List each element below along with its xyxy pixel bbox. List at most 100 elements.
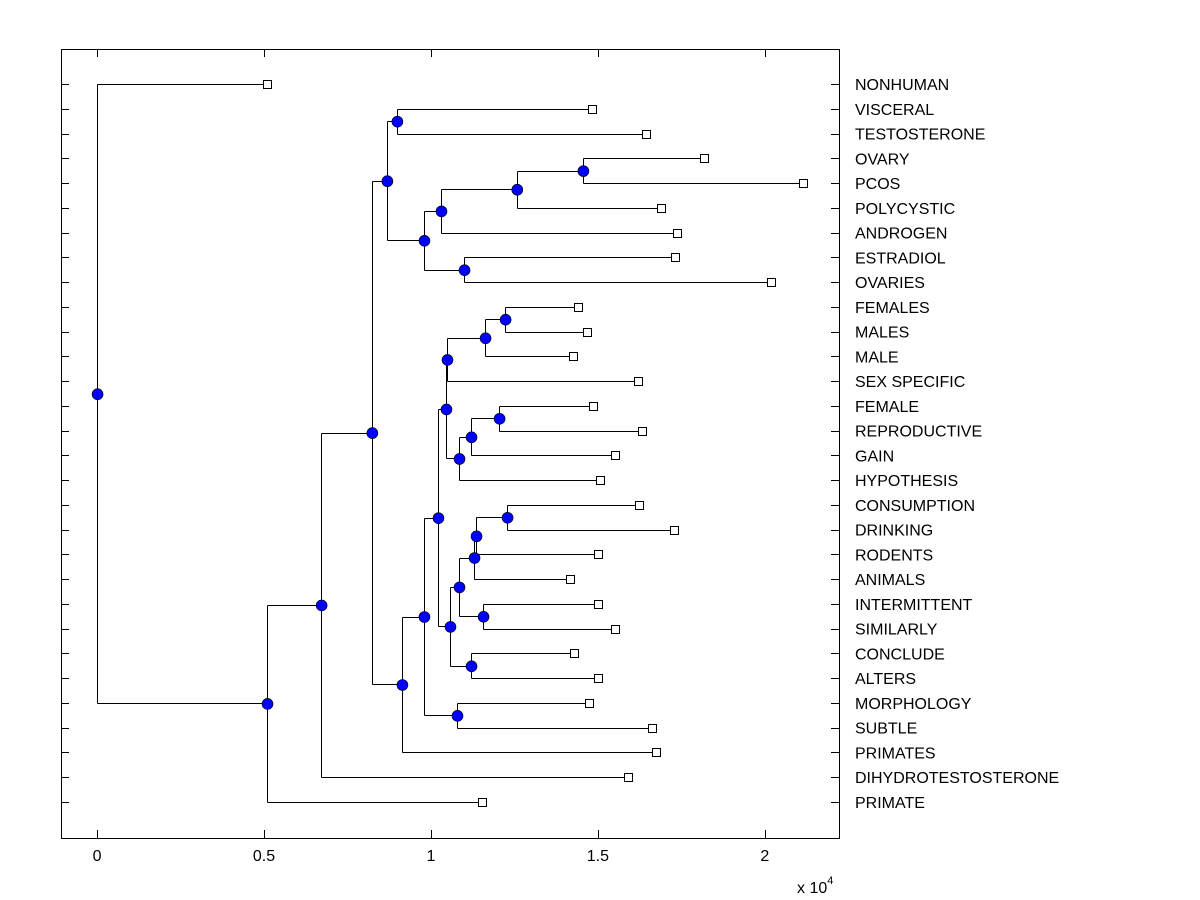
leaf-label: HYPOTHESIS bbox=[855, 473, 958, 490]
leaf-label: TESTOSTERONE bbox=[855, 127, 985, 144]
node-marker bbox=[391, 115, 404, 128]
x-scale-exponent: 4 bbox=[827, 875, 833, 887]
leaf-marker bbox=[673, 229, 682, 238]
leaf-labels: NONHUMAN VISCERAL TESTOSTERONE OVARY PCOS POL… bbox=[855, 77, 1059, 812]
leaf-marker bbox=[700, 154, 709, 163]
node-marker bbox=[315, 599, 328, 612]
x-scale-exponent-label: x 104 bbox=[797, 875, 833, 897]
x-tick-label: 1 bbox=[427, 848, 436, 865]
node-marker bbox=[440, 403, 453, 416]
leaf-marker bbox=[585, 699, 594, 708]
leaf-marker bbox=[594, 600, 603, 609]
leaf-marker bbox=[648, 724, 657, 733]
leaf-label: SUBTLE bbox=[855, 721, 917, 738]
node-markers bbox=[91, 115, 590, 722]
leaf-label: REPRODUCTIVE bbox=[855, 424, 982, 441]
node-marker bbox=[418, 611, 431, 623]
leaf-marker bbox=[263, 80, 272, 89]
x-tick-label: 1.5 bbox=[587, 848, 609, 865]
node-marker bbox=[381, 175, 394, 188]
leaf-marker bbox=[594, 674, 603, 683]
node-marker bbox=[453, 453, 466, 465]
leaf-marker bbox=[634, 377, 643, 386]
plot-area bbox=[61, 49, 840, 839]
leaf-marker bbox=[570, 649, 579, 658]
node-marker bbox=[499, 313, 512, 326]
node-marker bbox=[444, 621, 457, 633]
node-marker bbox=[396, 679, 409, 691]
leaf-label: MALE bbox=[855, 349, 899, 366]
leaf-label: CONSUMPTION bbox=[855, 498, 975, 515]
leaf-label: MALES bbox=[855, 325, 909, 342]
x-scale-text: x 10 bbox=[797, 880, 827, 897]
leaf-label: OVARY bbox=[855, 151, 910, 168]
leaf-label: POLYCYSTIC bbox=[855, 201, 955, 218]
node-marker bbox=[493, 412, 506, 425]
leaf-marker bbox=[574, 303, 583, 312]
node-marker bbox=[451, 710, 464, 722]
leaf-label: PCOS bbox=[855, 176, 900, 193]
leaf-label: MORPHOLOGY bbox=[855, 696, 972, 713]
node-marker bbox=[468, 552, 481, 564]
leaf-markers bbox=[263, 80, 808, 807]
leaf-label: FEMALE bbox=[855, 399, 919, 416]
node-marker bbox=[501, 511, 514, 524]
node-marker bbox=[418, 234, 431, 247]
leaf-label: ALTERS bbox=[855, 671, 916, 688]
node-marker bbox=[366, 427, 379, 439]
leaf-label: INTERMITTENT bbox=[855, 597, 973, 614]
leaf-marker bbox=[635, 501, 644, 510]
node-marker bbox=[465, 660, 478, 673]
leaf-marker bbox=[566, 575, 575, 584]
leaf-marker bbox=[638, 427, 647, 436]
x-tick-label: 2 bbox=[760, 848, 769, 865]
leaf-label: GAIN bbox=[855, 448, 894, 465]
leaf-marker bbox=[642, 130, 651, 139]
leaf-marker bbox=[478, 798, 487, 807]
leaf-label: ESTRADIOL bbox=[855, 250, 946, 267]
leaf-label: PRIMATE bbox=[855, 795, 925, 812]
node-marker bbox=[91, 388, 104, 401]
leaf-marker bbox=[589, 402, 598, 411]
node-marker bbox=[261, 698, 274, 710]
leaf-label: SEX SPECIFIC bbox=[855, 374, 965, 391]
leaf-marker bbox=[569, 352, 578, 361]
leaf-marker bbox=[652, 748, 661, 757]
node-marker bbox=[432, 512, 445, 524]
x-tick-labels: 0 0.5 1 1.5 2 bbox=[93, 848, 770, 865]
leaf-marker bbox=[670, 526, 679, 535]
leaf-label: CONCLUDE bbox=[855, 646, 945, 663]
leaf-label: RODENTS bbox=[855, 547, 933, 564]
leaf-marker bbox=[657, 204, 666, 213]
leaf-label: NONHUMAN bbox=[855, 77, 949, 94]
leaf-label: ANDROGEN bbox=[855, 226, 947, 243]
axis-ticks bbox=[61, 49, 839, 838]
leaf-label: SIMILARLY bbox=[855, 622, 938, 639]
leaf-marker bbox=[611, 451, 620, 460]
leaf-label: FEMALES bbox=[855, 300, 930, 317]
leaf-marker bbox=[583, 328, 592, 337]
leaf-marker bbox=[611, 625, 620, 634]
x-tick-label: 0.5 bbox=[253, 848, 275, 865]
node-marker bbox=[441, 354, 454, 366]
node-marker bbox=[477, 611, 490, 623]
node-marker bbox=[453, 581, 466, 594]
node-marker bbox=[465, 431, 478, 444]
leaf-label: VISCERAL bbox=[855, 102, 934, 119]
node-marker bbox=[435, 205, 448, 218]
leaf-label: ANIMALS bbox=[855, 572, 925, 589]
leaf-marker bbox=[799, 179, 808, 188]
leaf-marker bbox=[624, 773, 633, 782]
axes-box bbox=[61, 49, 840, 839]
leaf-marker bbox=[671, 253, 680, 262]
node-marker bbox=[479, 332, 492, 345]
node-marker bbox=[577, 165, 590, 177]
leaf-marker bbox=[588, 105, 597, 114]
x-tick-label: 0 bbox=[93, 848, 102, 865]
leaf-label: DRINKING bbox=[855, 523, 933, 540]
node-marker bbox=[470, 530, 483, 543]
node-marker bbox=[511, 183, 524, 196]
leaf-marker bbox=[594, 550, 603, 559]
